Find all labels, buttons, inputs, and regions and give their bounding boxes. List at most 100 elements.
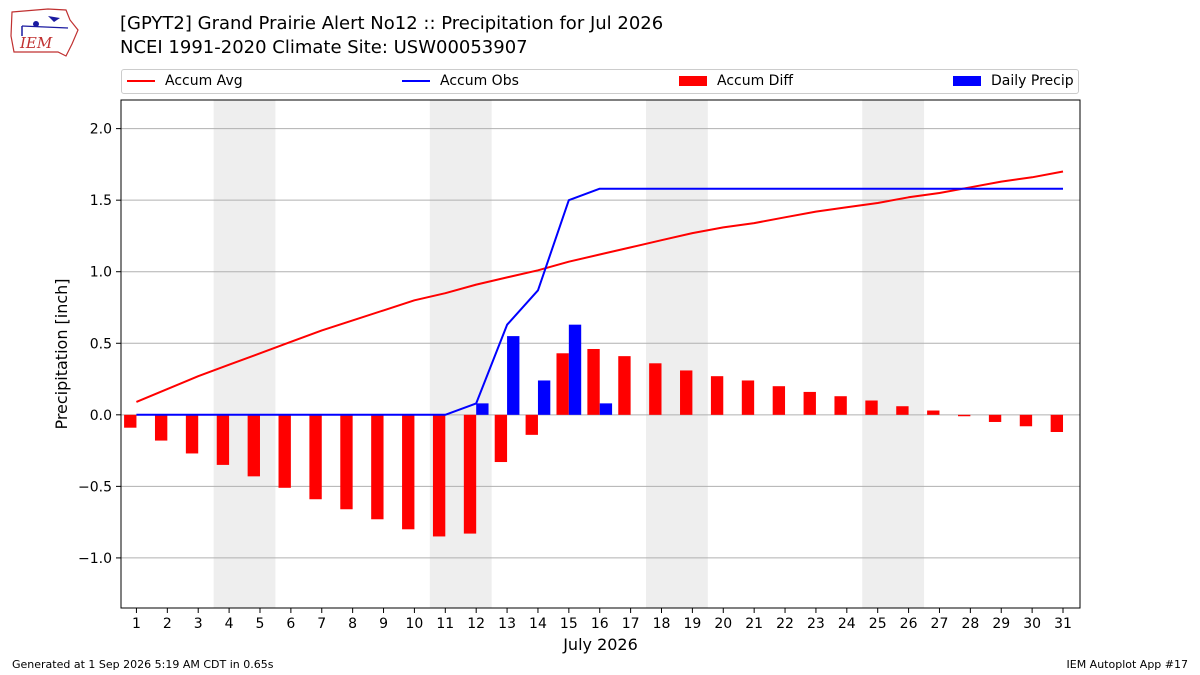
x-tick-label: 30 (1023, 616, 1041, 632)
accum-diff-bar (278, 414, 291, 488)
x-tick-label: 7 (317, 616, 326, 632)
x-tick-label: 13 (498, 616, 516, 632)
y-tick-label: 2.0 (90, 122, 112, 138)
legend-swatch-accum-obs (402, 80, 430, 82)
accum-diff-bar (649, 363, 662, 415)
x-tick-label: 14 (529, 616, 547, 632)
legend: Accum Avg Accum Obs Accum Diff Daily Pre… (121, 69, 1079, 94)
weekend-band (862, 100, 925, 608)
x-tick-label: 27 (931, 616, 949, 632)
legend-swatch-daily-precip (953, 76, 981, 86)
daily-precip-bar (537, 380, 551, 415)
x-tick-label: 2 (163, 616, 172, 632)
accum-diff-bar (432, 414, 446, 537)
x-tick-label: 26 (900, 616, 918, 632)
daily-precip-bar (507, 336, 520, 415)
accum-diff-bar (216, 414, 230, 465)
legend-swatch-accum-diff (679, 76, 707, 86)
accum-diff-bar (371, 414, 384, 520)
legend-label-accum-avg: Accum Avg (165, 73, 243, 89)
x-tick-label: 8 (348, 616, 357, 632)
accum-diff-bar (988, 414, 1002, 422)
accum-diff-bar (124, 414, 137, 428)
y-tick-label: 0.5 (90, 336, 112, 352)
x-tick-label: 18 (653, 616, 671, 632)
accum-diff-bar (185, 414, 199, 454)
y-tick-label: 1.5 (90, 193, 112, 209)
x-tick-label: 4 (225, 616, 234, 632)
daily-precip-bar (568, 324, 582, 415)
accum-diff-bar (803, 391, 816, 415)
x-tick-label: 29 (992, 616, 1010, 632)
chart-title: [GPYT2] Grand Prairie Alert No12 :: Prec… (120, 13, 664, 34)
y-tick-label: −0.5 (78, 479, 112, 495)
x-tick-label: 21 (745, 616, 763, 632)
daily-precip-bar (599, 403, 613, 415)
accum-diff-bar (927, 410, 940, 415)
accum-avg-line (136, 170, 1064, 403)
accum-diff-bar (772, 386, 786, 415)
svg-text:IEM: IEM (19, 34, 53, 52)
legend-swatch-accum-avg (127, 80, 155, 82)
accum-diff-bar (309, 414, 322, 500)
weekend-band (646, 100, 708, 608)
legend-entry-accum-avg: Accum Avg (127, 73, 243, 89)
legend-entry-accum-obs: Accum Obs (402, 73, 519, 89)
x-tick-label: 16 (591, 616, 609, 632)
accum-diff-bar (834, 396, 847, 415)
accum-diff-bar (896, 406, 909, 415)
accum-diff-bar (680, 370, 693, 415)
accum-diff-bar (1019, 414, 1033, 427)
accum-diff-bar (340, 414, 353, 510)
legend-entry-accum-diff: Accum Diff (679, 73, 793, 89)
x-tick-label: 5 (256, 616, 265, 632)
accum-diff-bar (556, 353, 569, 415)
accum-obs-line (136, 187, 1063, 416)
accum-diff-bar (710, 376, 724, 415)
y-tick-label: 1.0 (90, 265, 112, 281)
accum-diff-bar (154, 414, 168, 441)
x-tick-label: 28 (961, 616, 979, 632)
legend-label-accum-diff: Accum Diff (717, 73, 794, 89)
x-tick-label: 25 (869, 616, 887, 632)
iem-logo: IEM (8, 6, 80, 60)
x-tick-label: 20 (714, 616, 732, 632)
accum-diff-bar (741, 380, 755, 415)
x-tick-label: 1 (132, 616, 141, 632)
x-tick-label: 9 (379, 616, 388, 632)
x-tick-label: 19 (683, 616, 701, 632)
x-tick-label: 23 (807, 616, 825, 632)
generated-timestamp: Generated at 1 Sep 2026 5:19 AM CDT in 0… (12, 658, 274, 671)
x-axis-label: July 2026 (562, 635, 638, 654)
x-tick-label: 24 (838, 616, 856, 632)
accum-diff-bar (587, 348, 600, 415)
chart-subtitle: NCEI 1991-2020 Climate Site: USW00053907 (120, 37, 528, 58)
x-tick-label: 6 (286, 616, 295, 632)
x-tick-label: 10 (405, 616, 423, 632)
x-tick-label: 22 (776, 616, 794, 632)
autoplot-app-label: IEM Autoplot App #17 (1066, 658, 1189, 671)
legend-entry-daily-precip: Daily Precip (953, 73, 1074, 89)
x-tick-label: 12 (467, 616, 485, 632)
accum-diff-bar (463, 414, 477, 534)
x-tick-label: 15 (560, 616, 578, 632)
x-tick-label: 31 (1054, 616, 1072, 632)
accum-diff-bar (1050, 414, 1064, 432)
accum-diff-bar (525, 414, 538, 435)
weekend-band (213, 100, 276, 608)
accum-diff-bar (494, 414, 508, 463)
daily-precip-bar (476, 403, 489, 415)
y-tick-label: −1.0 (78, 551, 112, 567)
accum-diff-bar (247, 414, 260, 477)
accum-diff-bar (618, 356, 631, 415)
accum-diff-bar (958, 414, 971, 417)
x-tick-label: 3 (194, 616, 203, 632)
plot-frame (120, 99, 1081, 609)
accum-diff-bar (865, 400, 878, 415)
x-tick-label: 11 (436, 616, 454, 632)
legend-label-daily-precip: Daily Precip (991, 73, 1074, 89)
accum-diff-bar (402, 414, 415, 530)
y-axis-label: Precipitation [inch] (52, 278, 71, 429)
y-tick-label: 0.0 (90, 408, 112, 424)
